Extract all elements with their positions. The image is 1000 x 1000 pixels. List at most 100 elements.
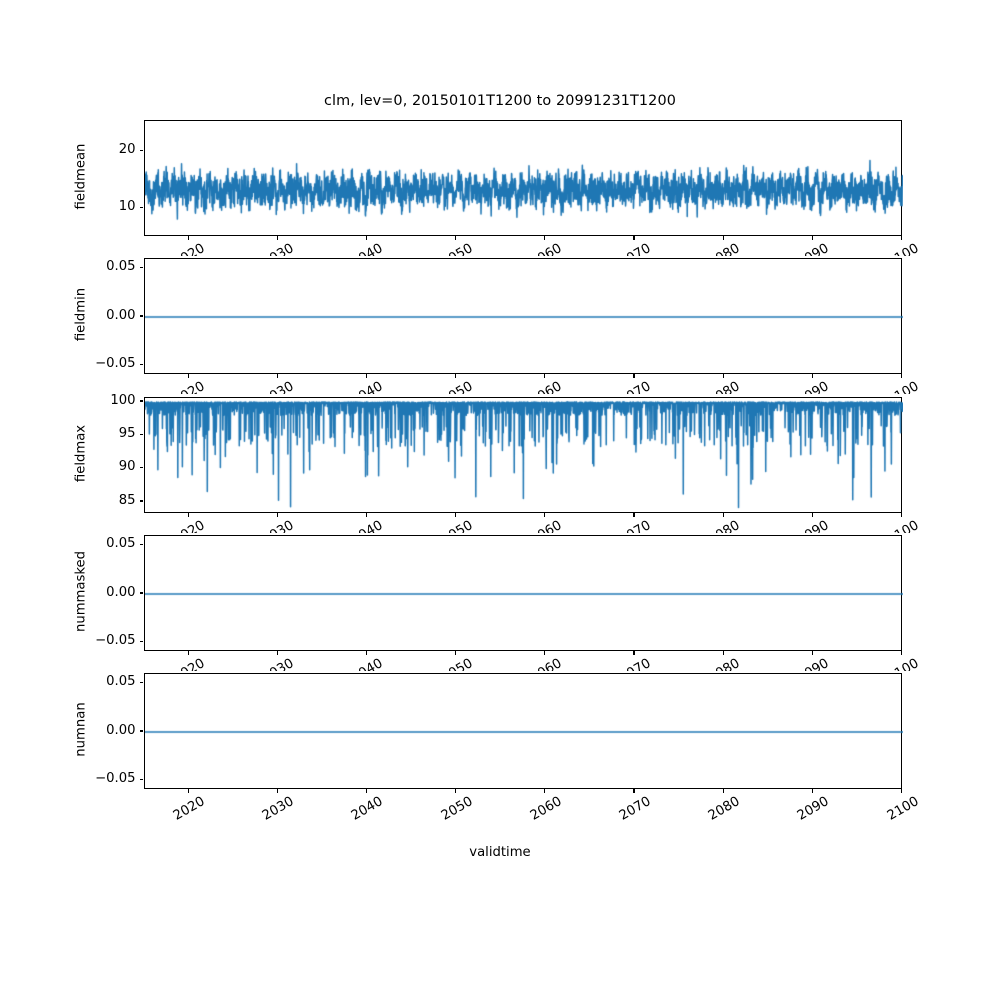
x-tick-label-2050: 2050 (438, 656, 476, 671)
x-tick-mark (276, 651, 278, 655)
x-tick-label-2070: 2070 (616, 518, 654, 533)
x-tick-label-row: 2020 2030 2040 2050 2060 2070 2080 2090 2100 (0, 790, 1000, 850)
x-tick-mark (900, 789, 903, 793)
plot-line-numnan (144, 674, 903, 790)
x-tick-mark (633, 513, 635, 517)
x-tick-mark (365, 651, 367, 655)
x-tick-label-2020: 2020 (171, 241, 208, 256)
y-tick-mark (139, 433, 144, 435)
x-tick-label-2080: 2080 (706, 241, 743, 256)
x-tick-label-2030: 2030 (260, 656, 297, 671)
x-tick-label-2020: 2020 (171, 794, 208, 824)
x-tick-mark (633, 236, 635, 240)
plot-line-fieldmax (144, 398, 903, 514)
x-tick-mark (722, 789, 724, 793)
x-tick-mark (187, 374, 189, 378)
x-tick-mark (633, 651, 635, 655)
x-tick-mark (187, 651, 189, 655)
y-tick-label-fieldmax-2: 95 (118, 425, 136, 441)
x-tick-mark (900, 236, 903, 240)
x-tick-mark (722, 651, 724, 655)
y-tick-mark (139, 467, 144, 469)
x-tick-mark (455, 789, 457, 793)
x-tick-mark (811, 651, 813, 655)
x-tick-label-row: 2020 2030 2040 2050 2060 2070 2080 2090 2100 (0, 237, 1000, 256)
x-tick-label-2080: 2080 (706, 656, 743, 671)
x-tick-label-2050: 2050 (438, 794, 476, 824)
x-tick-mark (900, 651, 903, 655)
y-tick-label-numnan-1: 0.00 (106, 722, 136, 738)
y-tick-mark (139, 544, 144, 546)
y-tick-label-numnan-0: −0.05 (95, 770, 136, 786)
y-tick-label-numnan-2: 0.05 (106, 674, 136, 690)
x-tick-label-2070: 2070 (616, 794, 654, 824)
x-tick-mark (365, 789, 367, 793)
y-tick-label-fieldmax-3: 100 (110, 392, 136, 408)
y-tick-mark (139, 592, 144, 594)
y-tick-label-fieldmean-1: 20 (118, 142, 136, 158)
x-axis-label: validtime (469, 845, 531, 860)
x-tick-label-2090: 2090 (795, 794, 832, 824)
plot-line-nummasked (144, 536, 903, 652)
y-tick-label-fieldmax-1: 90 (118, 459, 136, 475)
subplot-fieldmax (143, 397, 903, 514)
subplot-fieldmin (143, 258, 903, 375)
x-tick-mark (365, 513, 367, 517)
x-tick-label-2020: 2020 (171, 518, 208, 533)
subplot-numnan (143, 673, 903, 790)
x-tick-label-row: 2020 2030 2040 2050 2060 2070 2080 2090 2100 (0, 514, 1000, 533)
x-tick-label-2030: 2030 (260, 241, 297, 256)
x-tick-label-2050: 2050 (438, 518, 476, 533)
y-tick-mark (139, 207, 144, 209)
x-tick-label-2030: 2030 (260, 518, 297, 533)
x-tick-mark (633, 374, 635, 378)
x-tick-mark (544, 374, 546, 378)
plot-line-fieldmean (144, 121, 903, 237)
x-tick-mark (811, 374, 813, 378)
y-tick-mark (139, 682, 144, 684)
y-tick-label-nummasked-2: 0.05 (106, 536, 136, 552)
x-tick-mark (455, 374, 457, 378)
y-tick-mark (139, 778, 144, 780)
y-tick-mark (139, 363, 144, 365)
x-tick-mark (900, 374, 903, 378)
x-tick-label-2040: 2040 (349, 794, 386, 824)
y-tick-label-fieldmin-1: 0.00 (106, 307, 136, 323)
x-tick-label-2050: 2050 (438, 241, 476, 256)
y-tick-label-nummasked-0: −0.05 (95, 632, 136, 648)
x-tick-mark (722, 513, 724, 517)
x-tick-mark (455, 651, 457, 655)
x-tick-mark (633, 789, 635, 793)
x-tick-mark (544, 513, 546, 517)
x-tick-label-row: 2020 2030 2040 2050 2060 2070 2080 2090 2100 (0, 652, 1000, 671)
x-tick-label-2070: 2070 (616, 656, 654, 671)
x-tick-label-2030: 2030 (260, 379, 297, 394)
x-tick-label-2020: 2020 (171, 656, 208, 671)
plot-line-fieldmin (144, 259, 903, 375)
x-tick-mark (187, 789, 189, 793)
x-tick-label-2040: 2040 (349, 379, 386, 394)
x-tick-mark (722, 374, 724, 378)
x-tick-label-2070: 2070 (616, 241, 654, 256)
x-tick-mark (544, 236, 546, 240)
x-tick-label-2090: 2090 (795, 518, 832, 533)
y-tick-mark (139, 500, 144, 502)
x-tick-label-2040: 2040 (349, 656, 386, 671)
x-tick-mark (187, 513, 189, 517)
y-tick-label-fieldmean-0: 10 (118, 199, 136, 215)
x-tick-mark (544, 651, 546, 655)
y-tick-label-fieldmax-0: 85 (118, 492, 136, 508)
x-tick-mark (811, 513, 813, 517)
x-tick-mark (276, 236, 278, 240)
x-tick-label-2100: 2100 (884, 656, 921, 671)
x-tick-label-2080: 2080 (706, 518, 743, 533)
y-tick-mark (139, 400, 144, 402)
x-tick-mark (365, 374, 367, 378)
x-tick-mark (455, 513, 457, 517)
x-tick-label-2090: 2090 (795, 656, 832, 671)
x-tick-mark (276, 374, 278, 378)
x-tick-label-2100: 2100 (884, 241, 921, 256)
x-tick-mark (455, 236, 457, 240)
x-tick-mark (365, 236, 367, 240)
